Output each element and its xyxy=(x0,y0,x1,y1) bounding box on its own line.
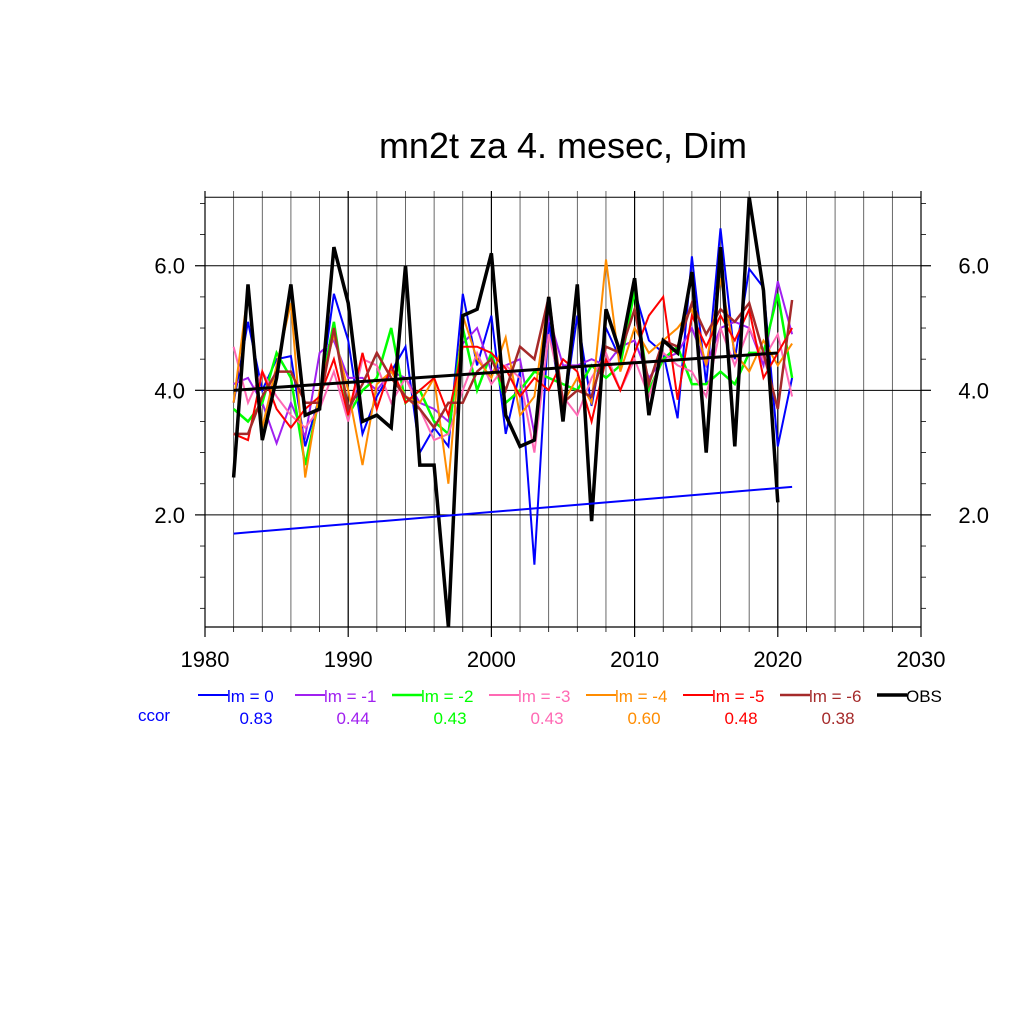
legend-entry: lm = -5 xyxy=(712,687,764,706)
trend-line xyxy=(233,485,793,535)
series-line xyxy=(233,294,793,442)
y-tick-label-left: 4.0 xyxy=(154,378,185,403)
y-tick-label-right: 6.0 xyxy=(958,254,989,279)
x-tick-label: 1990 xyxy=(324,647,373,672)
legend-entry: lm = -6 xyxy=(809,687,861,706)
trend-lines xyxy=(233,351,793,535)
x-tick-label: 1980 xyxy=(181,647,230,672)
plot-frame xyxy=(204,191,922,628)
legend-ccor-value: 0.43 xyxy=(530,709,563,728)
trend-line xyxy=(233,351,778,392)
x-tick-label: 2010 xyxy=(610,647,659,672)
ccor-label: ccor xyxy=(138,706,170,725)
y-tick-label-left: 6.0 xyxy=(154,254,185,279)
legend: lm = 0 0.83 lm = -1 0.44 lm = -2 0.43 lm = -3 0… xyxy=(198,687,942,728)
series-line xyxy=(231,196,780,628)
series-lines xyxy=(231,196,794,628)
legend-ccor-value: 0.38 xyxy=(821,709,854,728)
axis-ticks: 1980 1990 2000 2010 2020 2030 2.0 2.0 4.0 4.0 6.0 6… xyxy=(154,203,989,672)
legend-entry: lm = 0 xyxy=(227,687,274,706)
legend-entry: lm = -1 xyxy=(324,687,376,706)
chart-title: mn2t za 4. mesec, Dim xyxy=(379,125,747,166)
legend-entry: lm = -3 xyxy=(518,687,570,706)
x-tick-label: 2020 xyxy=(753,647,802,672)
legend-ccor-value: 0.43 xyxy=(433,709,466,728)
legend-ccor-value: 0.48 xyxy=(724,709,757,728)
y-tick-label-left: 2.0 xyxy=(154,503,185,528)
legend-ccor-value: 0.83 xyxy=(239,709,272,728)
x-tick-label: 2030 xyxy=(897,647,946,672)
x-tick-label: 2000 xyxy=(467,647,516,672)
legend-entry: lm = -4 xyxy=(615,687,667,706)
y-tick-label-right: 4.0 xyxy=(958,378,989,403)
legend-ccor-value: 0.44 xyxy=(336,709,369,728)
legend-entry: OBS xyxy=(906,687,942,706)
legend-entry: lm = -2 xyxy=(421,687,473,706)
legend-ccor-value: 0.60 xyxy=(627,709,660,728)
series-line xyxy=(233,296,794,436)
y-tick-label-right: 2.0 xyxy=(958,503,989,528)
